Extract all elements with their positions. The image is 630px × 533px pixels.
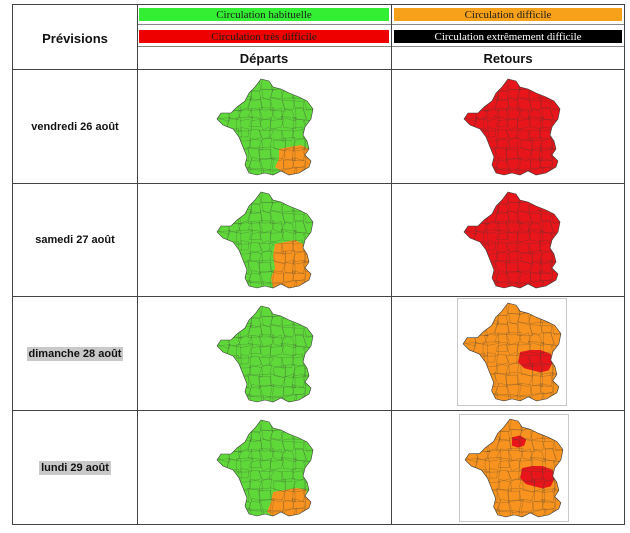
traffic-zone-paris: [511, 435, 527, 448]
france-map-departs-samedi: [210, 188, 320, 292]
date-label: samedi 27 août: [35, 234, 115, 246]
departs-label: Départs: [239, 50, 289, 66]
france-outline: [463, 191, 561, 289]
france-map-svg: [462, 302, 562, 402]
grid-line: [137, 46, 624, 47]
grid-line: [12, 4, 624, 5]
legend-circulation-habituelle: Circulation habituelle: [139, 8, 389, 21]
retours-label: Retours: [483, 50, 533, 66]
france-map-retours-samedi: [457, 188, 567, 292]
france-outline: [464, 418, 564, 518]
france-map-svg: [463, 78, 561, 176]
grid-line: [624, 4, 625, 525]
france-land: [465, 419, 563, 517]
header-retours: Retours: [394, 48, 622, 68]
france-outline: [216, 305, 314, 403]
france-land: [217, 306, 313, 402]
date-cell-row-3: dimanche 28 août: [13, 297, 137, 410]
france-map-retours-lundi: [459, 414, 569, 522]
grid-line: [12, 410, 624, 411]
date-label: dimanche 28 août: [26, 346, 124, 361]
france-map-svg: [463, 191, 561, 289]
grid-line: [137, 24, 624, 25]
grid-line: [12, 183, 624, 184]
france-map-svg: [464, 418, 564, 518]
date-cell-row-1: vendredi 26 août: [13, 70, 137, 183]
france-map-departs-vendredi: [210, 75, 320, 179]
legend-circulation-difficile: Circulation difficile: [394, 8, 622, 21]
france-outline: [216, 419, 314, 517]
france-map-svg: [216, 305, 314, 403]
grid-line: [391, 4, 392, 525]
date-cell-row-2: samedi 27 août: [13, 184, 137, 296]
france-map-svg: [216, 78, 314, 176]
grid-line: [12, 524, 624, 525]
header-departs: Départs: [139, 48, 389, 68]
france-land: [464, 79, 560, 175]
grid-line: [12, 4, 13, 525]
legend-label: Circulation difficile: [464, 8, 552, 21]
grid-line: [12, 69, 624, 70]
legend-label: Circulation habituelle: [216, 8, 312, 21]
header-previsions: Prévisions: [14, 8, 136, 68]
france-map-departs-lundi: [210, 416, 320, 520]
date-cell-row-4: lundi 29 août: [13, 411, 137, 524]
france-land: [463, 303, 561, 401]
legend-label: Circulation extrêmement difficile: [434, 30, 582, 43]
legend-circulation-tres-difficile: Circulation très difficile: [139, 30, 389, 43]
france-land: [464, 192, 560, 288]
france-map-departs-dimanche: [210, 302, 320, 406]
france-map-svg: [216, 191, 314, 289]
france-map-retours-dimanche: [457, 298, 567, 406]
france-map-svg: [216, 419, 314, 517]
france-outline: [216, 78, 314, 176]
date-label: vendredi 26 août: [31, 120, 119, 133]
france-map-retours-vendredi: [457, 75, 567, 179]
france-outline: [463, 78, 561, 176]
legend-label: Circulation très difficile: [211, 30, 317, 43]
france-outline: [216, 191, 314, 289]
grid-line: [137, 4, 138, 525]
date-label: lundi 29 août: [39, 460, 111, 475]
traffic-zone-southeast-coast-wide: [267, 488, 311, 516]
france-outline: [462, 302, 562, 402]
grid-line: [12, 296, 624, 297]
legend-circulation-extremement-difficile: Circulation extrêmement difficile: [394, 30, 622, 43]
previsions-label: Prévisions: [42, 30, 108, 46]
